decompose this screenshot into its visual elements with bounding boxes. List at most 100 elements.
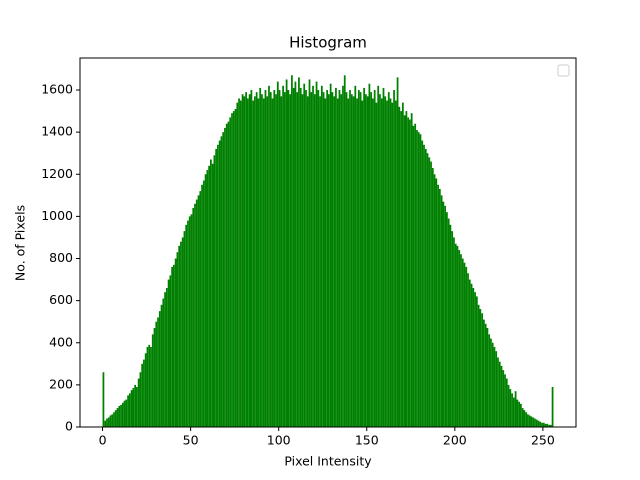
bar bbox=[343, 75, 346, 428]
bar bbox=[239, 100, 242, 427]
chart-title: Histogram bbox=[289, 34, 367, 52]
bar bbox=[266, 96, 269, 428]
bar bbox=[377, 85, 380, 428]
x-tick-label: 50 bbox=[183, 433, 199, 448]
bar bbox=[208, 165, 210, 427]
bar bbox=[222, 132, 225, 427]
bar bbox=[173, 264, 175, 427]
bar bbox=[359, 92, 362, 427]
bar bbox=[276, 81, 279, 427]
bar bbox=[187, 220, 189, 427]
bar bbox=[453, 237, 455, 427]
bar bbox=[275, 94, 277, 428]
bar bbox=[500, 365, 503, 427]
bar bbox=[349, 90, 351, 427]
bar bbox=[437, 184, 439, 427]
bar bbox=[310, 92, 313, 427]
bar bbox=[335, 87, 337, 427]
bar bbox=[209, 159, 212, 427]
bar bbox=[475, 296, 478, 427]
legend-box bbox=[557, 64, 570, 77]
bar bbox=[118, 405, 121, 427]
bar bbox=[106, 418, 108, 427]
bar bbox=[384, 96, 387, 428]
x-tick-label: 0 bbox=[99, 433, 107, 448]
bar bbox=[544, 423, 547, 427]
y-tick-label: 1600 bbox=[41, 82, 73, 97]
bar bbox=[278, 90, 281, 427]
bar bbox=[144, 353, 147, 427]
bar bbox=[370, 92, 373, 427]
y-tick-label: 600 bbox=[49, 292, 73, 307]
bar bbox=[160, 304, 163, 427]
y-tick-label: 1400 bbox=[41, 124, 73, 139]
bar bbox=[120, 404, 122, 427]
bar bbox=[414, 123, 417, 427]
y-tick-label: 1000 bbox=[41, 208, 73, 223]
bar bbox=[409, 119, 411, 427]
bar bbox=[164, 292, 166, 427]
bar bbox=[442, 201, 445, 427]
bar bbox=[262, 98, 265, 427]
bar bbox=[532, 417, 535, 427]
bar bbox=[176, 252, 179, 427]
bar bbox=[109, 415, 112, 427]
bar bbox=[440, 195, 443, 427]
bar bbox=[257, 98, 260, 427]
bar bbox=[218, 140, 221, 427]
bar bbox=[241, 94, 244, 428]
bar bbox=[405, 111, 408, 427]
bar bbox=[231, 113, 233, 427]
bar bbox=[416, 130, 418, 427]
bar bbox=[143, 359, 145, 427]
bar bbox=[299, 87, 302, 427]
bar bbox=[102, 372, 105, 427]
x-tick-label: 250 bbox=[531, 433, 555, 448]
bars bbox=[102, 75, 554, 428]
bar bbox=[107, 417, 110, 427]
bar bbox=[289, 94, 292, 428]
bar bbox=[269, 92, 272, 427]
bar bbox=[282, 85, 284, 428]
bar bbox=[148, 344, 151, 427]
bar bbox=[185, 224, 188, 427]
bar bbox=[530, 416, 533, 427]
bar bbox=[393, 90, 395, 427]
y-tick-label: 400 bbox=[49, 334, 73, 349]
y-tick-label: 0 bbox=[65, 419, 73, 434]
bar bbox=[204, 174, 207, 427]
bar bbox=[486, 328, 489, 427]
bar bbox=[246, 98, 249, 427]
bar bbox=[301, 94, 304, 428]
bar bbox=[329, 83, 332, 428]
bar bbox=[303, 83, 306, 428]
bar bbox=[509, 389, 512, 427]
bar bbox=[458, 250, 461, 427]
bar bbox=[468, 279, 471, 427]
bar bbox=[435, 178, 438, 427]
bar bbox=[368, 83, 371, 428]
bar bbox=[192, 207, 195, 427]
bar bbox=[412, 125, 415, 428]
bar bbox=[171, 266, 173, 427]
bar bbox=[227, 121, 230, 427]
bar bbox=[519, 403, 522, 427]
bar bbox=[551, 386, 554, 427]
bar bbox=[268, 85, 270, 428]
bar bbox=[433, 174, 436, 427]
bar bbox=[354, 85, 357, 428]
bar bbox=[326, 90, 328, 427]
bar bbox=[449, 224, 452, 427]
bar bbox=[116, 408, 119, 427]
bar bbox=[252, 100, 255, 427]
y-axis-label: No. of Pixels bbox=[13, 205, 28, 281]
bar bbox=[357, 90, 360, 427]
bar bbox=[431, 167, 434, 428]
bar bbox=[527, 414, 529, 427]
bar bbox=[505, 378, 508, 427]
bar bbox=[483, 319, 485, 427]
bar bbox=[502, 370, 505, 427]
bar bbox=[132, 388, 135, 427]
bar bbox=[356, 98, 358, 427]
